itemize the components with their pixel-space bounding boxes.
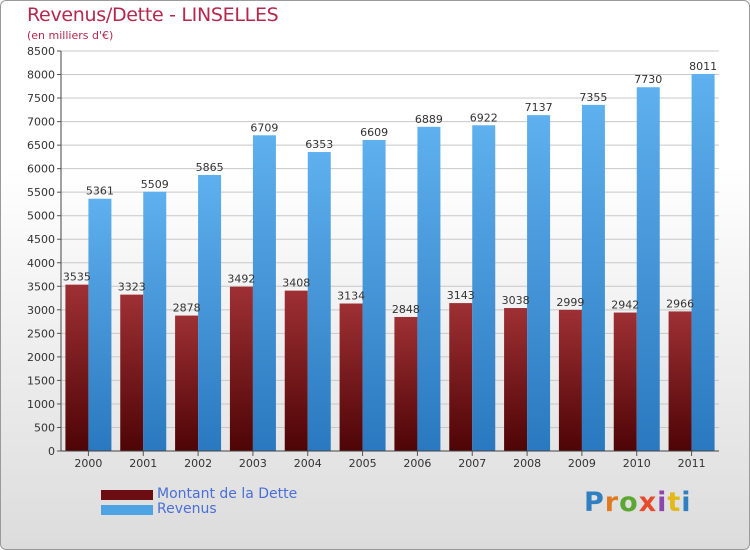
bar-dette <box>504 308 528 451</box>
x-tick-label: 2010 <box>623 457 651 470</box>
value-label-revenus: 6353 <box>305 138 333 151</box>
value-label-dette: 2848 <box>392 303 420 316</box>
legend-swatch-revenus <box>101 505 153 515</box>
value-label-dette: 2999 <box>556 296 584 309</box>
bar-revenus <box>362 139 386 452</box>
bar-dette <box>558 309 582 451</box>
bar-dette <box>229 286 253 451</box>
bar-revenus <box>143 191 167 452</box>
y-tick-label: 7000 <box>27 116 55 129</box>
y-tick-label: 7500 <box>27 92 55 105</box>
legend-label-dette: Montant de la Dette <box>157 486 298 502</box>
value-label-dette: 3134 <box>337 290 365 303</box>
bar-revenus <box>636 87 660 451</box>
bar-revenus <box>691 74 715 451</box>
legend-swatch-dette <box>101 490 153 500</box>
bar-revenus <box>581 104 605 451</box>
x-tick-label: 2008 <box>513 457 541 470</box>
chart-title: Revenus/Dette - LINSELLES <box>27 4 279 26</box>
y-tick-label: 3000 <box>27 304 55 317</box>
bar-revenus <box>198 175 222 451</box>
y-tick-label: 8000 <box>27 69 55 82</box>
bar-dette <box>394 316 418 451</box>
x-tick-label: 2009 <box>568 457 596 470</box>
y-tick-label: 5500 <box>27 186 55 199</box>
value-label-dette: 2878 <box>173 302 201 315</box>
y-tick-label: 4000 <box>27 257 55 270</box>
value-label-revenus: 5509 <box>141 178 169 191</box>
logo-letter: o <box>619 487 639 518</box>
value-label-dette: 3408 <box>282 277 310 290</box>
bar-dette <box>120 294 144 451</box>
x-tick-label: 2005 <box>349 457 377 470</box>
logo-letter: r <box>604 487 620 518</box>
value-label-revenus: 6889 <box>415 113 443 126</box>
x-tick-label: 2006 <box>403 457 431 470</box>
bar-dette <box>284 290 308 451</box>
x-tick-label: 2002 <box>184 457 212 470</box>
bar-dette <box>339 303 363 451</box>
logo-letter: t <box>667 487 682 518</box>
y-tick-label: 4500 <box>27 233 55 246</box>
logo-letter: x <box>638 487 658 518</box>
proxiti-logo: Proxiti <box>584 487 692 518</box>
value-label-revenus: 6922 <box>470 111 498 124</box>
x-tick-label: 2004 <box>294 457 322 470</box>
bar-revenus <box>527 115 551 451</box>
y-tick-label: 2500 <box>27 327 55 340</box>
bar-dette <box>175 315 199 451</box>
y-tick-label: 5000 <box>27 210 55 223</box>
bar-dette <box>65 284 89 451</box>
value-label-dette: 3535 <box>63 271 91 284</box>
legend-label-revenus: Revenus <box>157 501 217 517</box>
value-label-dette: 3143 <box>447 289 475 302</box>
bar-revenus <box>472 125 496 452</box>
x-tick-label: 2007 <box>458 457 486 470</box>
bar-dette <box>613 312 637 451</box>
value-label-revenus: 6609 <box>360 126 388 139</box>
value-label-dette: 3323 <box>118 281 146 294</box>
x-tick-label: 2001 <box>129 457 157 470</box>
y-tick-label: 0 <box>48 445 55 458</box>
value-label-revenus: 7730 <box>634 73 662 86</box>
bar-revenus <box>307 152 331 452</box>
y-tick-label: 3500 <box>27 280 55 293</box>
y-tick-label: 6500 <box>27 139 55 152</box>
x-tick-label: 2003 <box>239 457 267 470</box>
value-label-revenus: 7355 <box>579 91 607 104</box>
value-label-dette: 3492 <box>227 273 255 286</box>
bar-dette <box>668 311 692 451</box>
logo-letter: i <box>657 487 668 518</box>
logo-letter: P <box>584 487 605 518</box>
value-label-dette: 3038 <box>502 294 530 307</box>
logo-letter: i <box>681 487 692 518</box>
value-label-dette: 2942 <box>611 299 639 312</box>
y-tick-label: 2000 <box>27 351 55 364</box>
value-label-revenus: 5865 <box>196 161 224 174</box>
value-label-revenus: 6709 <box>250 121 278 134</box>
value-label-revenus: 8011 <box>689 60 717 73</box>
value-label-revenus: 5361 <box>86 185 114 198</box>
bar-revenus <box>88 198 112 451</box>
x-tick-label: 2011 <box>678 457 706 470</box>
x-tick-label: 2000 <box>74 457 102 470</box>
y-tick-label: 1500 <box>27 374 55 387</box>
bar-dette <box>449 303 473 451</box>
value-label-dette: 2966 <box>666 297 694 310</box>
y-tick-label: 8500 <box>27 45 55 58</box>
bar-revenus <box>252 135 276 451</box>
bar-revenus <box>417 126 441 451</box>
y-tick-label: 500 <box>34 421 55 434</box>
y-tick-label: 6000 <box>27 163 55 176</box>
y-tick-label: 1000 <box>27 398 55 411</box>
chart-subtitle: (en milliers d'€) <box>27 29 114 42</box>
value-label-revenus: 7137 <box>525 101 553 114</box>
